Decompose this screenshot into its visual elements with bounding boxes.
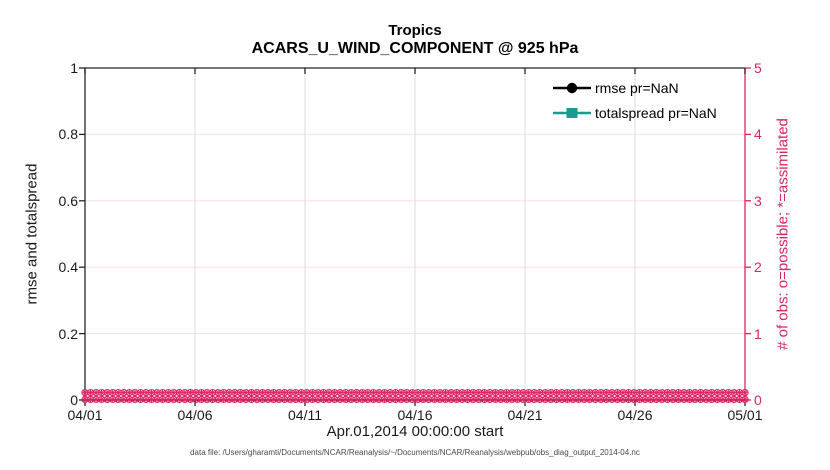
right-y-tick-label: 0 (754, 392, 762, 408)
right-y-tick-label: 4 (754, 126, 762, 143)
left-y-tick-label: 0.8 (58, 126, 78, 143)
x-axis-label: Apr.01,2014 00:00:00 start (326, 423, 504, 440)
right-y-tick-label: 5 (754, 60, 762, 76)
x-tick-label: 04/26 (617, 407, 653, 423)
plot-subtitle: ACARS_U_WIND_COMPONENT @ 925 hPa (251, 40, 579, 57)
legend: rmse pr=NaN totalspread pr=NaN (552, 77, 717, 124)
x-tick-label: 04/11 (288, 407, 322, 423)
plot-title: Tropics (388, 22, 442, 39)
totalspread-line-sample-icon (553, 108, 591, 118)
legend-label-rmse: rmse pr=NaN (595, 80, 679, 96)
left-y-tick-label: 0.4 (58, 259, 78, 276)
right-y-tick-label: 1 (754, 325, 762, 342)
rmse-line-sample-icon (553, 82, 591, 94)
x-tick-label: 05/01 (727, 407, 763, 423)
right-y-tick-label: 3 (754, 192, 762, 209)
left-y-tick-label: 0 (70, 392, 78, 408)
legend-item-totalspread: totalspread pr=NaN (552, 102, 717, 124)
legend-label-totalspread: totalspread pr=NaN (595, 105, 717, 121)
x-tick-label: 04/01 (67, 407, 103, 423)
data-file-caption: data file: /Users/gharamti/Documents/NCA… (190, 448, 640, 457)
legend-item-rmse: rmse pr=NaN (552, 77, 717, 99)
obs-count-markers (81, 388, 749, 404)
x-tick-label: 04/16 (397, 407, 433, 423)
x-tick-label: 04/06 (177, 407, 213, 423)
left-y-tick-label: 1 (70, 60, 78, 76)
left-y-tick-label: 0.6 (58, 192, 78, 209)
right-y-tick-label: 2 (754, 259, 762, 276)
left-y-tick-label: 0.2 (58, 325, 78, 342)
x-tick-label: 04/21 (507, 407, 543, 423)
